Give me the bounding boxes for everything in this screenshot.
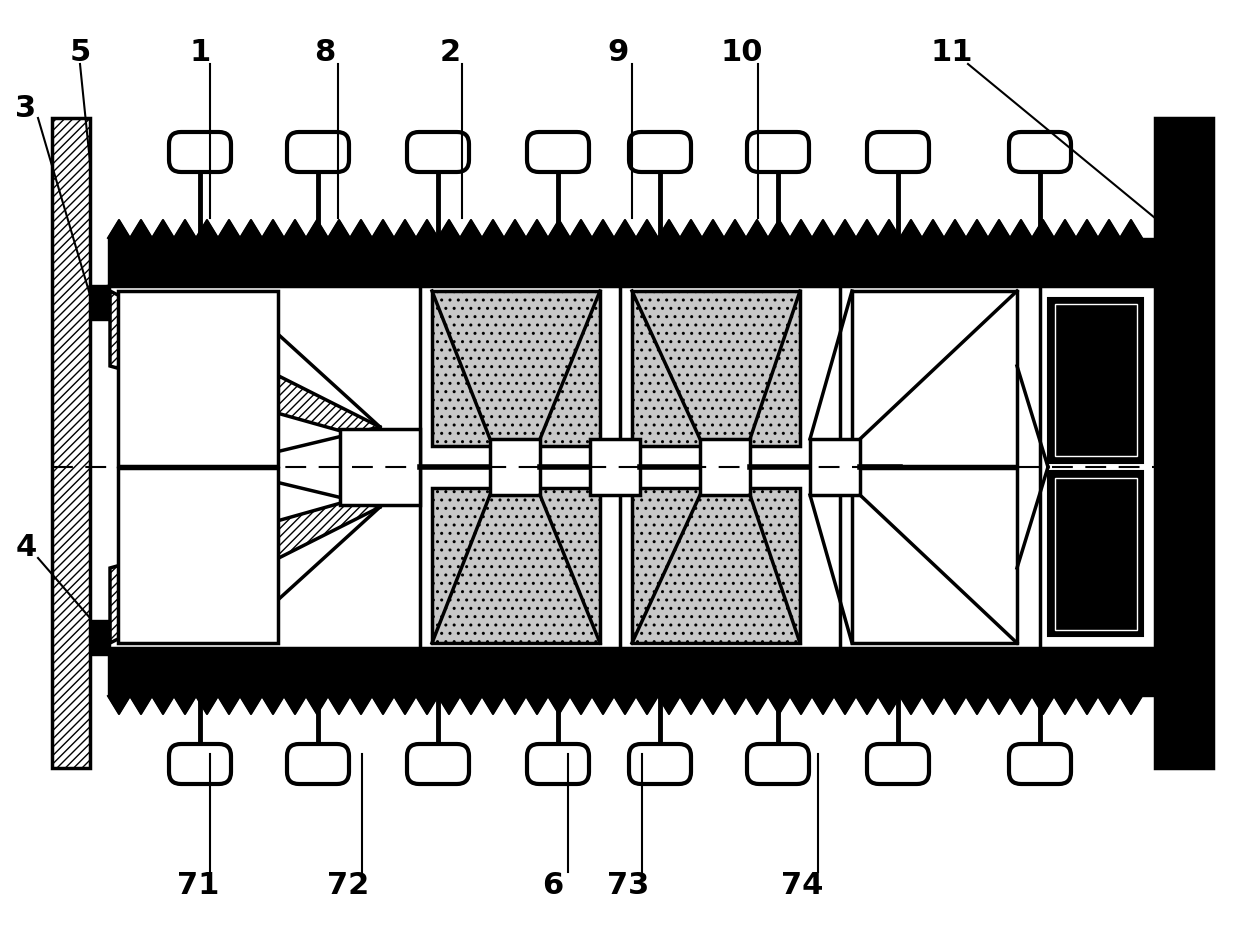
Bar: [852, 468, 1017, 643]
Bar: [432, 291, 600, 446]
Bar: [108, 238, 1154, 286]
FancyBboxPatch shape: [629, 132, 691, 172]
Bar: [118, 468, 278, 643]
Polygon shape: [110, 492, 379, 643]
FancyBboxPatch shape: [1009, 132, 1071, 172]
Polygon shape: [108, 696, 1142, 714]
Bar: [490, 439, 539, 495]
Text: 74: 74: [781, 871, 823, 901]
FancyBboxPatch shape: [407, 744, 469, 784]
FancyBboxPatch shape: [169, 744, 231, 784]
Bar: [108, 648, 1154, 696]
Bar: [1055, 478, 1137, 630]
Text: 11: 11: [931, 38, 973, 67]
FancyBboxPatch shape: [867, 744, 929, 784]
FancyBboxPatch shape: [286, 744, 348, 784]
Text: 73: 73: [606, 871, 649, 901]
FancyBboxPatch shape: [169, 132, 231, 172]
Bar: [1154, 118, 1213, 768]
Bar: [1048, 298, 1143, 463]
Bar: [432, 488, 600, 643]
Bar: [118, 291, 278, 466]
Bar: [91, 285, 110, 320]
Text: 71: 71: [177, 871, 219, 901]
Text: 3: 3: [15, 93, 36, 122]
Bar: [701, 439, 750, 495]
Text: 72: 72: [327, 871, 370, 901]
Bar: [1048, 471, 1143, 636]
Text: 5: 5: [69, 38, 91, 67]
Bar: [810, 439, 861, 495]
FancyBboxPatch shape: [527, 132, 589, 172]
Text: 10: 10: [720, 38, 764, 67]
Text: 1: 1: [190, 38, 211, 67]
Bar: [632, 488, 800, 643]
Bar: [852, 291, 1017, 466]
FancyBboxPatch shape: [629, 744, 691, 784]
FancyBboxPatch shape: [867, 132, 929, 172]
Text: 6: 6: [542, 871, 564, 901]
FancyBboxPatch shape: [746, 744, 808, 784]
Text: 9: 9: [608, 38, 629, 67]
FancyBboxPatch shape: [527, 744, 589, 784]
Text: 4: 4: [15, 534, 37, 563]
FancyBboxPatch shape: [746, 132, 808, 172]
Bar: [632, 291, 800, 446]
Text: 8: 8: [315, 38, 336, 67]
FancyBboxPatch shape: [286, 132, 348, 172]
FancyBboxPatch shape: [407, 132, 469, 172]
Bar: [1055, 304, 1137, 456]
Bar: [91, 620, 110, 655]
Bar: [590, 439, 640, 495]
Bar: [52, 118, 91, 768]
Text: 2: 2: [439, 38, 460, 67]
Bar: [340, 429, 420, 505]
FancyBboxPatch shape: [1009, 744, 1071, 784]
Polygon shape: [110, 291, 379, 442]
Polygon shape: [108, 220, 1142, 238]
